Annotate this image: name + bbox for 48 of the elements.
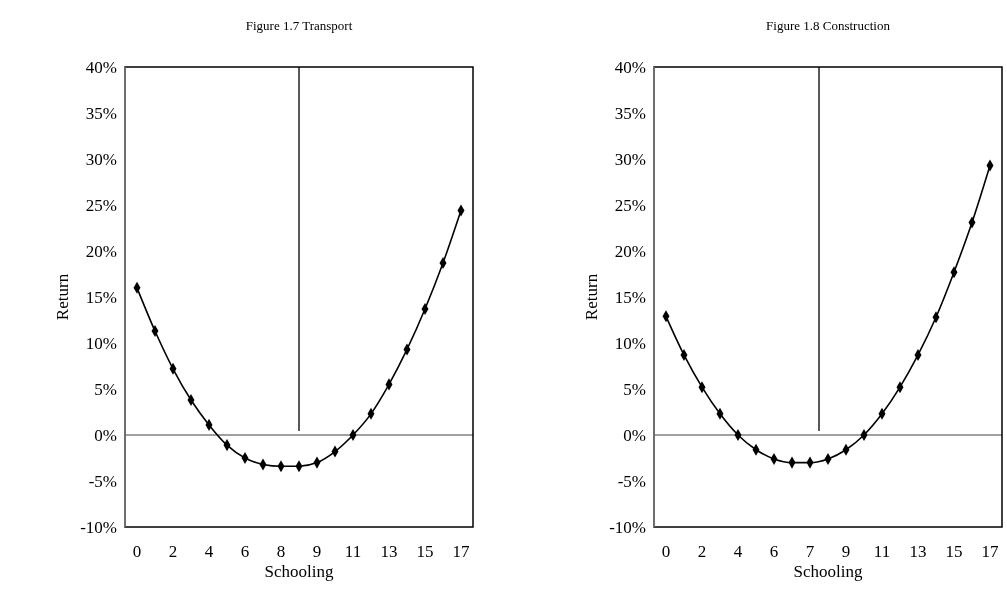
x-tick-label: 2 [697, 542, 707, 561]
y-tick-label: -10% [609, 517, 646, 537]
y-axis-title: Return [53, 273, 72, 321]
x-axis-title: Schooling [264, 562, 334, 581]
y-tick-label: 5% [94, 379, 117, 399]
x-tick-label: 4 [733, 542, 743, 561]
x-tick-label: 6 [769, 542, 779, 561]
x-tick-label: 13 [909, 542, 927, 561]
y-tick-label: 40% [85, 57, 117, 77]
x-tick-label: 17 [452, 542, 470, 561]
y-tick-label: 30% [614, 149, 646, 169]
chart-title: Figure 1.7 Transport [245, 18, 353, 33]
y-tick-label: -5% [617, 471, 646, 491]
chart-title: Figure 1.8 Construction [766, 18, 891, 33]
x-tick-label: 17 [981, 542, 999, 561]
x-tick-label: 2 [168, 542, 178, 561]
y-tick-label: 35% [85, 103, 117, 123]
y-tick-label: 15% [614, 287, 646, 307]
x-tick-label: 9 [841, 542, 851, 561]
x-tick-label: 7 [805, 542, 815, 561]
x-tick-label: 0 [132, 542, 142, 561]
y-tick-label: 10% [614, 333, 646, 353]
x-tick-label: 11 [873, 542, 891, 561]
x-tick-label: 8 [276, 542, 286, 561]
y-tick-label: 25% [614, 195, 646, 215]
y-tick-label: 5% [623, 379, 646, 399]
y-tick-label: -5% [88, 471, 117, 491]
y-tick-label: 10% [85, 333, 117, 353]
y-tick-label: 20% [614, 241, 646, 261]
y-tick-label: 15% [85, 287, 117, 307]
x-tick-label: 9 [312, 542, 322, 561]
y-tick-label: 35% [614, 103, 646, 123]
x-tick-label: 11 [344, 542, 362, 561]
y-tick-label: 20% [85, 241, 117, 261]
y-tick-label: 40% [614, 57, 646, 77]
x-tick-label: 4 [204, 542, 214, 561]
y-tick-label: 25% [85, 195, 117, 215]
x-axis-title: Schooling [793, 562, 863, 581]
x-tick-label: 0 [661, 542, 671, 561]
y-tick-label: 0% [623, 425, 646, 445]
y-tick-label: 0% [94, 425, 117, 445]
y-tick-label: -10% [80, 517, 117, 537]
x-tick-label: 6 [240, 542, 250, 561]
x-tick-label: 13 [380, 542, 398, 561]
y-axis-title: Return [582, 273, 601, 321]
x-tick-label: 15 [416, 542, 434, 561]
y-tick-label: 30% [85, 149, 117, 169]
x-tick-label: 15 [945, 542, 963, 561]
